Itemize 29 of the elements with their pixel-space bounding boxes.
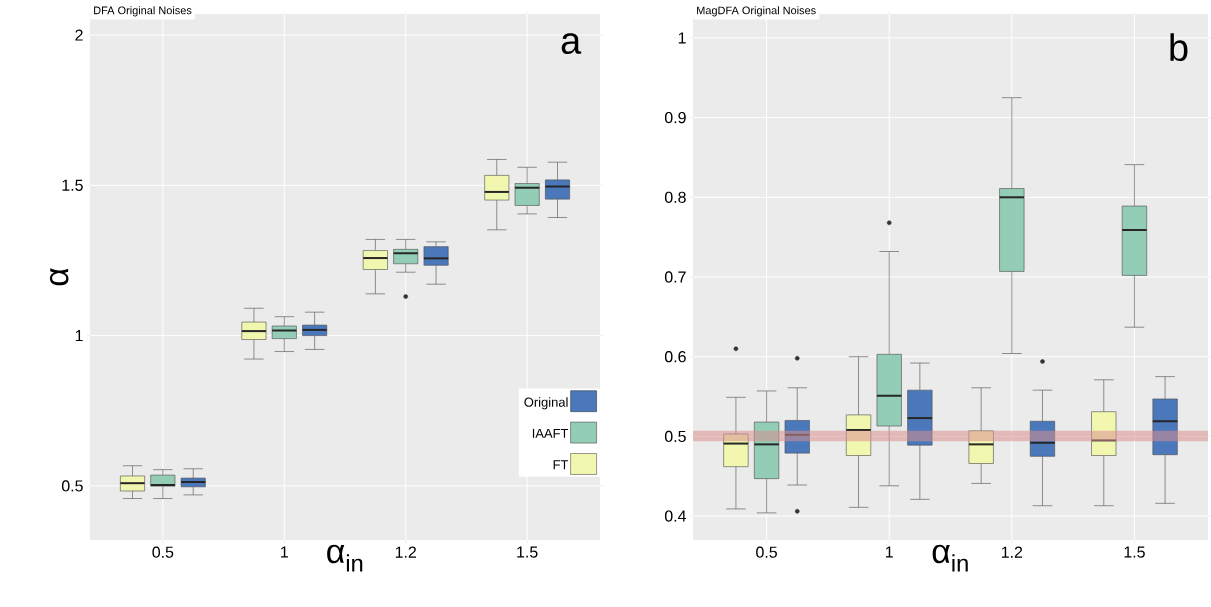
y-tick-label: 0.9 (664, 111, 686, 124)
y-tick-label: 1 (75, 330, 83, 342)
x-tick-label: 0.5 (756, 546, 777, 558)
y-tick-label: 0.7 (664, 271, 686, 283)
legend-label: FT (553, 460, 569, 470)
x-tick-label: 0.5 (152, 546, 174, 558)
chart-title: MagDFA Original Noises (697, 6, 816, 17)
x-tick-label: 1.2 (395, 546, 416, 558)
y-tick-label: 0.5 (664, 430, 686, 443)
y-tick-label: 0.8 (664, 191, 686, 203)
chart-title: DFA Original Noises (94, 6, 192, 17)
annotation: b (1170, 33, 1188, 62)
x-axis-title: α$_{in}$ (932, 544, 968, 572)
y-tick-label: 2 (75, 29, 83, 41)
y-tick-label: 0.5 (61, 480, 83, 492)
y-axis-title: α (49, 268, 69, 286)
legend-label: IAAFT (532, 428, 569, 438)
x-tick-label: 1 (885, 546, 893, 558)
x-tick-label: 1.5 (1124, 546, 1145, 558)
x-axis-title: α$_{in}$ (327, 544, 363, 572)
y-tick-label: 1 (678, 32, 686, 44)
y-tick-label: 0.4 (664, 510, 687, 522)
x-tick-label: 1.5 (517, 546, 538, 558)
y-tick-label: 1.5 (62, 179, 83, 191)
x-tick-label: 1 (281, 546, 288, 558)
annotation: a (561, 33, 582, 55)
legend-label: Original (524, 397, 568, 410)
x-tick-label: 1.2 (1001, 546, 1023, 558)
y-tick-label: 0.6 (664, 351, 686, 363)
